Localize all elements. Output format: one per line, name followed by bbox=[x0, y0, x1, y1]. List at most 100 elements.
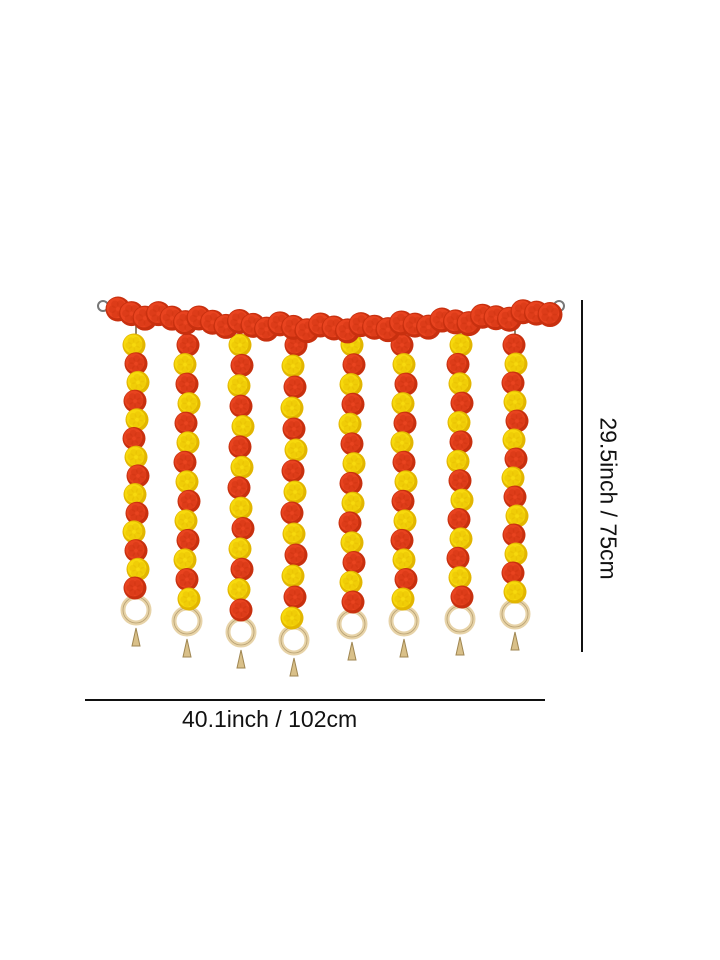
orange-marigold bbox=[339, 471, 363, 495]
orange-marigold bbox=[340, 432, 364, 456]
yellow-marigold bbox=[176, 431, 200, 455]
yellow-marigold bbox=[448, 372, 472, 396]
yellow-marigold bbox=[449, 527, 473, 551]
yellow-marigold bbox=[338, 412, 362, 436]
orange-marigold bbox=[501, 371, 525, 395]
orange-marigold bbox=[254, 316, 279, 342]
yellow-marigold bbox=[177, 392, 201, 416]
bell-charm bbox=[131, 627, 141, 647]
bell-charm bbox=[182, 638, 192, 658]
yellow-marigold bbox=[177, 587, 201, 611]
orange-marigold bbox=[230, 353, 254, 377]
yellow-marigold bbox=[280, 396, 304, 420]
yellow-marigold bbox=[126, 370, 150, 394]
yellow-marigold bbox=[502, 428, 526, 452]
orange-marigold bbox=[341, 392, 365, 416]
orange-marigold bbox=[341, 590, 365, 614]
yellow-marigold bbox=[504, 542, 528, 566]
orange-marigold bbox=[230, 557, 254, 581]
bell-charm bbox=[236, 649, 246, 669]
orange-marigold bbox=[125, 501, 149, 525]
bell-charm bbox=[455, 636, 465, 656]
yellow-marigold bbox=[175, 470, 199, 494]
yellow-marigold bbox=[284, 438, 308, 462]
orange-marigold bbox=[504, 447, 528, 471]
yellow-marigold bbox=[281, 564, 305, 588]
orange-marigold bbox=[450, 585, 474, 609]
orange-marigold bbox=[126, 464, 150, 488]
yellow-marigold bbox=[390, 431, 414, 455]
orange-marigold bbox=[537, 302, 563, 328]
orange-marigold bbox=[450, 391, 474, 415]
orange-marigold bbox=[123, 389, 147, 413]
orange-marigold bbox=[501, 561, 525, 585]
yellow-marigold bbox=[227, 374, 251, 398]
yellow-marigold bbox=[174, 509, 198, 533]
orange-marigold bbox=[503, 485, 527, 509]
orange-marigold bbox=[342, 550, 366, 574]
orange-marigold bbox=[338, 511, 362, 535]
yellow-marigold bbox=[231, 415, 255, 439]
yellow-marigold bbox=[229, 496, 253, 520]
orange-marigold bbox=[502, 333, 526, 357]
orange-marigold bbox=[392, 450, 416, 474]
marigold-toran-garland bbox=[97, 296, 565, 677]
yellow-marigold bbox=[173, 548, 197, 572]
orange-marigold bbox=[123, 576, 147, 600]
yellow-marigold bbox=[123, 483, 147, 507]
yellow-marigold bbox=[282, 522, 306, 546]
orange-marigold bbox=[391, 489, 415, 513]
orange-marigold bbox=[393, 411, 417, 435]
bell-charm bbox=[289, 657, 299, 677]
orange-marigold bbox=[231, 516, 255, 540]
orange-marigold bbox=[229, 598, 253, 622]
orange-marigold bbox=[446, 352, 470, 376]
yellow-marigold bbox=[280, 606, 304, 630]
yellow-marigold bbox=[339, 373, 363, 397]
orange-marigold bbox=[175, 567, 199, 591]
orange-marigold bbox=[124, 352, 148, 376]
yellow-marigold bbox=[449, 333, 473, 357]
width-dimension-label: 40.1inch / 102cm bbox=[182, 706, 358, 732]
orange-marigold bbox=[228, 435, 252, 459]
orange-marigold bbox=[449, 430, 473, 454]
orange-marigold bbox=[229, 394, 253, 418]
orange-marigold bbox=[283, 585, 307, 609]
height-dimension-label: 29.5inch / 75cm bbox=[595, 417, 622, 580]
yellow-marigold bbox=[503, 580, 527, 604]
yellow-marigold bbox=[393, 509, 417, 533]
yellow-marigold bbox=[446, 449, 470, 473]
orange-marigold bbox=[122, 426, 146, 450]
orange-marigold bbox=[390, 528, 414, 552]
yellow-marigold bbox=[341, 491, 365, 515]
yellow-marigold bbox=[228, 333, 252, 357]
yellow-marigold bbox=[503, 390, 527, 414]
yellow-marigold bbox=[340, 531, 364, 555]
orange-marigold bbox=[502, 523, 526, 547]
yellow-marigold bbox=[125, 408, 149, 432]
orange-marigold bbox=[448, 469, 472, 493]
yellow-marigold bbox=[227, 578, 251, 602]
orange-marigold bbox=[173, 450, 197, 474]
orange-marigold bbox=[342, 353, 366, 377]
yellow-marigold bbox=[339, 570, 363, 594]
yellow-marigold bbox=[447, 411, 471, 435]
yellow-marigold bbox=[230, 455, 254, 479]
yellow-marigold bbox=[448, 566, 472, 590]
yellow-marigold bbox=[394, 470, 418, 494]
orange-marigold bbox=[124, 539, 148, 563]
orange-marigold bbox=[283, 375, 307, 399]
yellow-marigold bbox=[281, 354, 305, 378]
yellow-marigold bbox=[173, 353, 197, 377]
orange-marigold bbox=[281, 459, 305, 483]
yellow-marigold bbox=[391, 392, 415, 416]
orange-marigold bbox=[394, 567, 418, 591]
orange-marigold bbox=[282, 417, 306, 441]
yellow-marigold bbox=[228, 537, 252, 561]
orange-marigold bbox=[174, 411, 198, 435]
orange-marigold bbox=[200, 309, 225, 335]
orange-marigold bbox=[176, 528, 200, 552]
orange-marigold bbox=[280, 501, 304, 525]
yellow-marigold bbox=[450, 488, 474, 512]
